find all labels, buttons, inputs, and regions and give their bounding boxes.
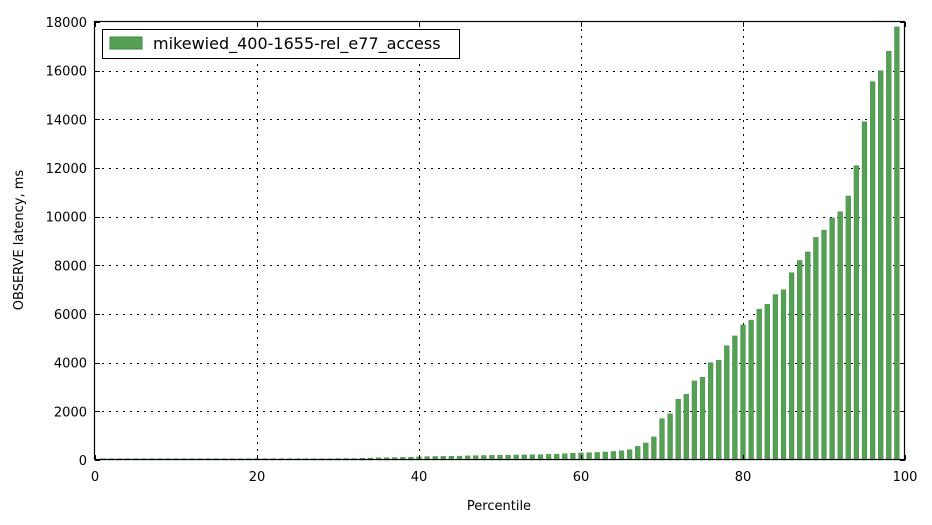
bar [886,51,892,461]
legend-box [102,29,460,59]
x-tick-label: 20 [249,470,266,485]
bar [780,289,787,461]
y-tick-label: 6000 [54,308,87,323]
plot-frame [93,20,906,461]
bar [772,294,779,461]
bar [878,70,884,461]
bar [724,345,730,461]
bar [699,377,706,461]
bar [691,380,698,461]
tick-labels: 0 20 40 60 80 100 0 2000 4000 6000 8000 10000 12000 1… [46,16,918,485]
bar [764,304,770,461]
axis-ticks [95,22,906,461]
bar [845,195,851,461]
bar [788,272,795,461]
bar [894,26,900,461]
legend: mikewied_400-1655-rel_e77_access [102,29,460,59]
y-tick-label: 18000 [46,16,87,31]
y-tick-label: 14000 [46,113,87,128]
bar [675,398,681,461]
bar [610,451,617,461]
x-tick-label: 80 [735,470,752,485]
x-tick-label: 60 [573,470,590,485]
bar [756,308,762,461]
y-tick-label: 4000 [54,357,87,372]
bar [716,360,722,461]
x-tick-label: 0 [91,470,99,485]
bar [732,335,738,461]
legend-label: mikewied_400-1655-rel_e77_access [153,34,441,54]
y-tick-label: 2000 [54,405,87,420]
bar [837,211,843,461]
x-axis-title: Percentile [467,499,531,514]
y-tick-label: 16000 [46,65,87,80]
bar [594,452,600,461]
bar-series [100,26,900,461]
y-tick-label: 12000 [46,162,87,177]
y-tick-label: 8000 [54,259,87,274]
x-tick-label: 100 [893,470,918,485]
bar [748,319,754,461]
bar [740,324,746,461]
bar [659,418,665,461]
bar [797,260,803,461]
bar [618,450,625,461]
bar [829,217,835,461]
bar [651,436,657,461]
y-tick-label: 10000 [46,211,87,226]
bar [861,121,868,461]
bar [853,165,860,461]
bar [869,81,876,461]
y-tick-label: 0 [79,454,87,469]
bar [805,251,811,461]
y-axis-title: OBSERVE latency, ms [12,170,27,311]
legend-swatch [109,36,143,50]
bar [707,362,714,461]
bar [602,451,608,461]
bar [667,413,673,461]
bar [683,394,689,461]
x-tick-label: 40 [411,470,428,485]
bar [821,229,827,461]
bar [643,442,649,461]
bar [626,449,633,461]
bar [635,446,641,461]
bar [813,237,819,461]
